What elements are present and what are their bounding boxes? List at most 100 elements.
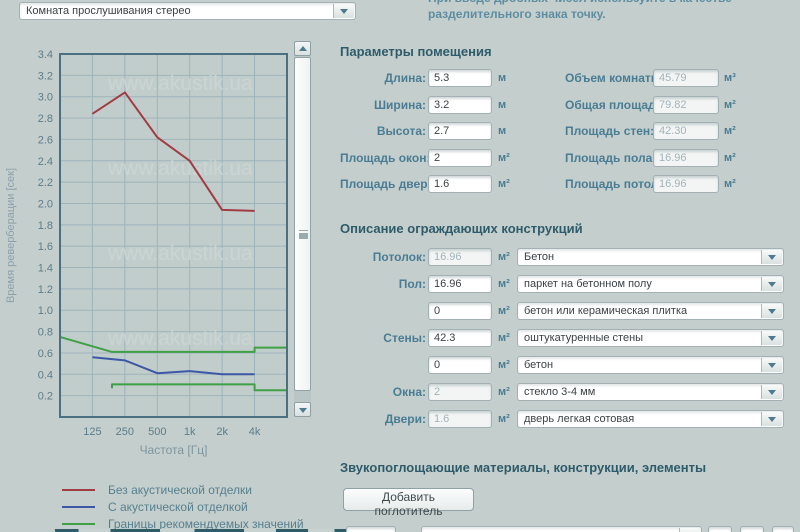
walls2-surface-unit: м²	[498, 359, 510, 371]
room-parameters-heading: Параметры помещения	[340, 44, 492, 59]
walls-surface-input[interactable]	[428, 329, 492, 347]
walls-area-output	[653, 122, 719, 140]
doors-material-value: дверь легкая сотовая	[524, 413, 635, 425]
svg-text:2.6: 2.6	[38, 134, 53, 146]
absorber-quantity-input[interactable]	[346, 526, 396, 532]
total-area-unit: м²	[724, 99, 736, 111]
walls2-material-select[interactable]: бетон	[517, 356, 784, 374]
absorber-material-select[interactable]	[421, 526, 702, 532]
svg-text:1k: 1k	[184, 426, 196, 438]
floor2-material-select[interactable]: бетон или керамическая плитка	[517, 302, 784, 320]
windows-label: Окна:	[392, 385, 426, 399]
floor2-material-value: бетон или керамическая плитка	[524, 305, 688, 317]
svg-text:1.6: 1.6	[38, 241, 53, 253]
svg-text:0.8: 0.8	[38, 327, 53, 339]
room-volume-unit: м³	[724, 72, 736, 84]
ceiling-surface-input	[428, 248, 492, 266]
svg-text:Частота [Гц]: Частота [Гц]	[140, 443, 208, 457]
walls-area-label: Площадь стен:	[565, 124, 655, 138]
absorbers-heading: Звукопоглощающие материалы, конструкции,…	[340, 460, 707, 475]
legend-label: С акустической отделкой	[108, 499, 248, 514]
room-volume-output	[653, 69, 719, 87]
walls-label: Стены:	[383, 331, 426, 345]
floor2-surface-input[interactable]	[428, 302, 492, 320]
add-absorber-button[interactable]: Добавить поглотитель	[343, 488, 474, 518]
windows-material-select[interactable]: стекло 3-4 мм	[517, 383, 784, 401]
walls2-material-value: бетон	[524, 359, 554, 371]
svg-text:3.0: 3.0	[38, 92, 53, 104]
construction-heading: Описание ограждающих конструкций	[340, 221, 583, 236]
length-label: Длина:	[384, 71, 426, 85]
windows-surface-unit: м²	[498, 386, 510, 398]
ceiling-area-output	[653, 175, 719, 193]
chevron-down-icon[interactable]	[761, 358, 782, 372]
chevron-down-icon[interactable]	[761, 277, 782, 291]
doors-surface-unit: м²	[498, 413, 510, 425]
decimal-separator-hint: При вводе дробных чисел используйте в ка…	[428, 0, 778, 22]
width-input[interactable]	[428, 96, 492, 114]
absorber-field-1[interactable]	[708, 526, 732, 532]
svg-text:1.4: 1.4	[38, 263, 53, 275]
svg-text:www.akustik.ua: www.akustik.ua	[107, 157, 253, 180]
doors-area-input[interactable]	[428, 175, 492, 193]
ceiling-material-value: Бетон	[524, 251, 555, 263]
floor-material-select[interactable]: паркет на бетонном полу	[517, 275, 784, 293]
total-area-label: Общая площадь:	[565, 98, 668, 112]
height-label: Высота:	[376, 124, 426, 138]
walls-surface-unit: м²	[498, 332, 510, 344]
chevron-down-icon[interactable]	[761, 250, 782, 264]
legend-swatch-red	[62, 488, 95, 491]
scrollbar-thumb[interactable]	[294, 57, 311, 391]
svg-text:2.2: 2.2	[38, 177, 53, 189]
hint-line: разделительного знака точку.	[428, 7, 606, 21]
legend-swatch-blue	[62, 505, 95, 508]
ceiling-material-select[interactable]: Бетон	[517, 248, 784, 266]
room-preset-select[interactable]: Комната прослушивания стерео	[19, 2, 356, 20]
floor2-surface-unit: м²	[498, 305, 510, 317]
svg-text:3.2: 3.2	[38, 70, 53, 82]
absorber-field-3[interactable]	[772, 526, 794, 532]
chevron-down-icon[interactable]	[761, 385, 782, 399]
legend-label: Без акустической отделки	[108, 482, 253, 497]
chevron-down-icon[interactable]	[761, 412, 782, 426]
walls2-surface-input[interactable]	[428, 356, 492, 374]
svg-text:2.0: 2.0	[38, 198, 53, 210]
floor-surface-unit: м²	[498, 278, 510, 290]
doors-label: Двери:	[384, 412, 426, 426]
windows-area-input[interactable]	[428, 149, 492, 167]
floor-area-unit: м²	[724, 152, 736, 164]
svg-text:Время реверберации [сек]: Время реверберации [сек]	[5, 168, 17, 303]
length-input[interactable]	[428, 69, 492, 87]
width-label: Ширина:	[373, 98, 426, 112]
width-unit: м	[498, 99, 507, 111]
legend-swatch-green	[62, 522, 95, 525]
svg-text:2k: 2k	[216, 426, 228, 438]
results-table-top-edge	[55, 529, 346, 532]
doors-area-unit: м²	[498, 178, 510, 190]
windows-material-value: стекло 3-4 мм	[524, 386, 596, 398]
svg-text:www.akustik.ua: www.akustik.ua	[107, 72, 253, 95]
chevron-down-icon[interactable]	[761, 331, 782, 345]
scroll-up-button[interactable]	[294, 41, 311, 56]
svg-text:2.4: 2.4	[38, 156, 53, 168]
room-preset-value: Комната прослушивания стерео	[26, 5, 191, 17]
absorber-field-2[interactable]	[740, 526, 764, 532]
floor-surface-input[interactable]	[428, 275, 492, 293]
svg-text:www.akustik.ua: www.akustik.ua	[107, 242, 253, 265]
ceiling-surface-unit: м²	[498, 251, 510, 263]
floor-label: Пол:	[398, 277, 426, 291]
scroll-down-button[interactable]	[294, 402, 311, 417]
room-volume-label: Объем комнаты:	[565, 71, 666, 85]
chevron-down-icon[interactable]	[761, 304, 782, 318]
chart-scrollbar[interactable]	[294, 41, 311, 417]
chart-legend: Без акустической отделки С акустической …	[62, 481, 304, 532]
height-input[interactable]	[428, 122, 492, 140]
svg-text:125: 125	[83, 426, 101, 438]
chevron-down-icon[interactable]	[679, 528, 700, 532]
walls-material-select[interactable]: оштукатуренные стены	[517, 329, 784, 347]
chevron-down-icon[interactable]	[333, 4, 354, 18]
length-unit: м	[498, 72, 507, 84]
svg-text:2.8: 2.8	[38, 113, 53, 125]
doors-material-select[interactable]: дверь легкая сотовая	[517, 410, 784, 428]
ceiling-area-label: Площадь потолка:	[565, 177, 676, 191]
